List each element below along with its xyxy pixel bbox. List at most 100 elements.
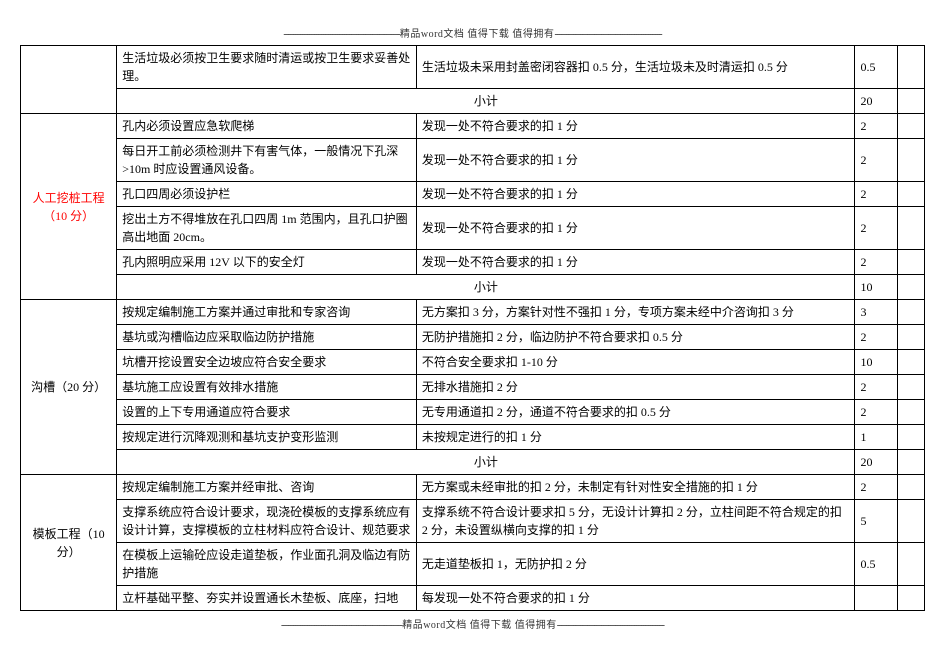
empty-cell [898,114,925,139]
requirement-cell: 按规定编制施工方案并通过审批和专家咨询 [117,300,417,325]
table-row: 人工挖桩工程（10 分）孔内必须设置应急软爬梯发现一处不符合要求的扣 1 分2 [21,114,925,139]
score-cell: 0.5 [855,46,898,89]
requirement-cell: 立杆基础平整、夯实并设置通长木垫板、底座，扫地 [117,586,417,611]
empty-cell [898,139,925,182]
table-row: 按规定进行沉降观测和基坑支护变形监测未按规定进行的扣 1 分1 [21,425,925,450]
requirement-cell: 每日开工前必须检测井下有害气体，一般情况下孔深>10m 时应设置通风设备。 [117,139,417,182]
table-row: 沟槽（20 分）按规定编制施工方案并通过审批和专家咨询无方案扣 3 分，方案针对… [21,300,925,325]
subtotal-score: 20 [855,450,898,475]
table-row: 每日开工前必须检测井下有害气体，一般情况下孔深>10m 时应设置通风设备。发现一… [21,139,925,182]
footer-text: 精品word文档 值得下载 值得拥有 [402,620,557,631]
subtotal-row: 小计20 [21,450,925,475]
table-row: 挖出土方不得堆放在孔口四周 1m 范围内，且孔口护圈高出地面 20cm。发现一处… [21,207,925,250]
subtotal-score: 10 [855,275,898,300]
table-row: 立杆基础平整、夯实并设置通长木垫板、底座，扫地每发现一处不符合要求的扣 1 分 [21,586,925,611]
category-cell: 沟槽（20 分） [21,300,117,475]
empty-cell [898,250,925,275]
requirement-cell: 基坑施工应设置有效排水措施 [117,375,417,400]
score-cell: 2 [855,375,898,400]
table-row: 设置的上下专用通道应符合要求无专用通道扣 2 分，通道不符合要求的扣 0.5 分… [21,400,925,425]
table-row: 生活垃圾必须按卫生要求随时清运或按卫生要求妥善处理。生活垃圾未采用封盖密闭容器扣… [21,46,925,89]
footer-dash-left: ----------------------------------------… [281,620,402,631]
deduction-cell: 每发现一处不符合要求的扣 1 分 [416,586,855,611]
deduction-cell: 无方案或未经审批的扣 2 分，未制定有针对性安全措施的扣 1 分 [416,475,855,500]
header-banner: ----------------------------------------… [20,25,925,40]
deduction-cell: 无走道垫板扣 1，无防护扣 2 分 [416,543,855,586]
requirement-cell: 按规定编制施工方案并经审批、咨询 [117,475,417,500]
score-cell: 2 [855,325,898,350]
table-row: 孔内照明应采用 12V 以下的安全灯发现一处不符合要求的扣 1 分2 [21,250,925,275]
deduction-cell: 不符合安全要求扣 1-10 分 [416,350,855,375]
requirement-cell: 挖出土方不得堆放在孔口四周 1m 范围内，且孔口护圈高出地面 20cm。 [117,207,417,250]
table-row: 孔口四周必须设护栏发现一处不符合要求的扣 1 分2 [21,182,925,207]
empty-cell [898,182,925,207]
evaluation-table: 生活垃圾必须按卫生要求随时清运或按卫生要求妥善处理。生活垃圾未采用封盖密闭容器扣… [20,45,925,611]
requirement-cell: 坑槽开挖设置安全边坡应符合安全要求 [117,350,417,375]
subtotal-label: 小计 [117,275,855,300]
deduction-cell: 发现一处不符合要求的扣 1 分 [416,182,855,207]
score-cell: 2 [855,114,898,139]
table-row: 坑槽开挖设置安全边坡应符合安全要求不符合安全要求扣 1-10 分10 [21,350,925,375]
deduction-cell: 无方案扣 3 分，方案针对性不强扣 1 分，专项方案未经中介咨询扣 3 分 [416,300,855,325]
requirement-cell: 设置的上下专用通道应符合要求 [117,400,417,425]
table-row: 在模板上运输砼应设走道垫板，作业面孔洞及临边有防护措施无走道垫板扣 1，无防护扣… [21,543,925,586]
deduction-cell: 生活垃圾未采用封盖密闭容器扣 0.5 分，生活垃圾未及时清运扣 0.5 分 [416,46,855,89]
requirement-cell: 生活垃圾必须按卫生要求随时清运或按卫生要求妥善处理。 [117,46,417,89]
header-dash-right: ----------------------------------------… [554,29,661,40]
empty-cell [898,425,925,450]
empty-cell [898,89,925,114]
subtotal-row: 小计20 [21,89,925,114]
score-cell: 0.5 [855,543,898,586]
subtotal-score: 20 [855,89,898,114]
score-cell: 3 [855,300,898,325]
subtotal-label: 小计 [117,89,855,114]
requirement-cell: 在模板上运输砼应设走道垫板，作业面孔洞及临边有防护措施 [117,543,417,586]
requirement-cell: 孔内照明应采用 12V 以下的安全灯 [117,250,417,275]
empty-cell [898,207,925,250]
deduction-cell: 支撑系统不符合设计要求扣 5 分，无设计计算扣 2 分，立柱间距不符合规定的扣 … [416,500,855,543]
deduction-cell: 发现一处不符合要求的扣 1 分 [416,250,855,275]
table-row: 基坑或沟槽临边应采取临边防护措施无防护措施扣 2 分，临边防护不符合要求扣 0.… [21,325,925,350]
score-cell: 2 [855,139,898,182]
footer-dash-right: ----------------------------------------… [557,620,664,631]
score-cell: 5 [855,500,898,543]
table-row: 模板工程（10分）按规定编制施工方案并经审批、咨询无方案或未经审批的扣 2 分，… [21,475,925,500]
empty-cell [898,46,925,89]
table-row: 支撑系统应符合设计要求，现浇砼模板的支撑系统应有设计计算，支撑模板的立柱材料应符… [21,500,925,543]
empty-cell [898,400,925,425]
footer-banner: ----------------------------------------… [20,616,925,631]
score-cell [855,586,898,611]
score-cell: 2 [855,475,898,500]
deduction-cell: 无专用通道扣 2 分，通道不符合要求的扣 0.5 分 [416,400,855,425]
empty-cell [898,543,925,586]
requirement-cell: 孔内必须设置应急软爬梯 [117,114,417,139]
deduction-cell: 无防护措施扣 2 分，临边防护不符合要求扣 0.5 分 [416,325,855,350]
empty-cell [898,475,925,500]
score-cell: 2 [855,207,898,250]
category-cell: 人工挖桩工程（10 分） [21,114,117,300]
score-cell: 1 [855,425,898,450]
requirement-cell: 按规定进行沉降观测和基坑支护变形监测 [117,425,417,450]
score-cell: 2 [855,182,898,207]
empty-cell [898,586,925,611]
category-cell: 模板工程（10分） [21,475,117,611]
requirement-cell: 支撑系统应符合设计要求，现浇砼模板的支撑系统应有设计计算，支撑模板的立柱材料应符… [117,500,417,543]
header-dash-left: ----------------------------------------… [283,29,400,40]
table-row: 基坑施工应设置有效排水措施无排水措施扣 2 分2 [21,375,925,400]
deduction-cell: 发现一处不符合要求的扣 1 分 [416,139,855,182]
score-cell: 2 [855,400,898,425]
empty-cell [898,300,925,325]
deduction-cell: 发现一处不符合要求的扣 1 分 [416,207,855,250]
deduction-cell: 无排水措施扣 2 分 [416,375,855,400]
empty-cell [898,275,925,300]
deduction-cell: 发现一处不符合要求的扣 1 分 [416,114,855,139]
score-cell: 2 [855,250,898,275]
empty-cell [898,325,925,350]
empty-cell [898,450,925,475]
requirement-cell: 基坑或沟槽临边应采取临边防护措施 [117,325,417,350]
subtotal-label: 小计 [117,450,855,475]
requirement-cell: 孔口四周必须设护栏 [117,182,417,207]
category-cell [21,46,117,114]
empty-cell [898,500,925,543]
header-text: 精品word文档 值得下载 值得拥有 [400,29,555,40]
